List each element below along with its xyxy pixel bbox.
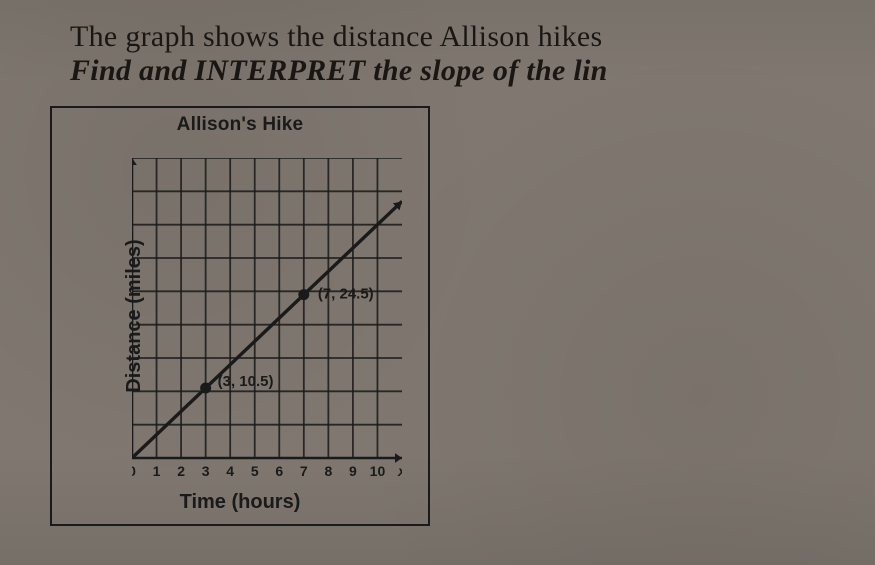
svg-text:6: 6 [275, 463, 283, 479]
svg-text:4: 4 [226, 463, 234, 479]
chart-svg: xy01234567891051015202530354045(3, 10.5)… [132, 158, 402, 488]
svg-text:(3, 10.5): (3, 10.5) [218, 373, 274, 390]
svg-text:x: x [397, 463, 402, 479]
problem-line-1: The graph shows the distance Allison hik… [70, 20, 870, 54]
problem-text: The graph shows the distance Allison hik… [70, 20, 870, 88]
svg-text:5: 5 [251, 463, 259, 479]
svg-text:8: 8 [324, 463, 332, 479]
svg-text:(7, 24.5): (7, 24.5) [318, 286, 374, 303]
x-axis-label: Time (hours) [52, 491, 428, 514]
svg-text:10: 10 [370, 463, 386, 479]
svg-text:2: 2 [177, 463, 185, 479]
svg-text:0: 0 [132, 463, 136, 479]
svg-text:9: 9 [349, 463, 357, 479]
problem-line-2: Find and INTERPRET the slope of the lin [70, 54, 870, 88]
chart-title: Allison's Hike [52, 114, 428, 136]
svg-text:1: 1 [153, 463, 161, 479]
svg-text:7: 7 [300, 463, 308, 479]
svg-text:3: 3 [202, 463, 210, 479]
plot-area: xy01234567891051015202530354045(3, 10.5)… [132, 158, 402, 458]
chart-frame: Allison's Hike Distance (miles) Time (ho… [50, 106, 430, 526]
